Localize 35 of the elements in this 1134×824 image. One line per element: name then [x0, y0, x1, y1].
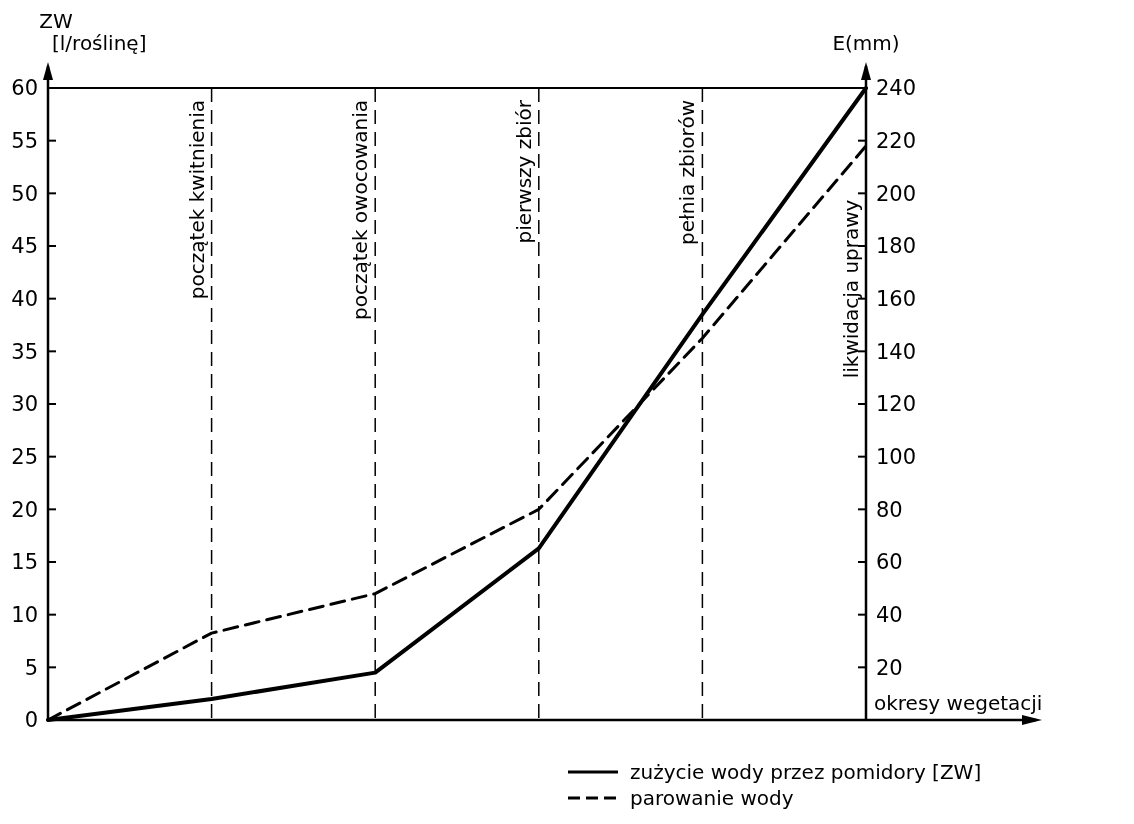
y-tick-label: 0 — [24, 708, 38, 733]
x-tick-label: pierwszy zbiór — [511, 99, 536, 244]
y2-tick-label: 20 — [876, 655, 903, 680]
y-tick-label: 25 — [11, 445, 38, 470]
y2-tick-label: 200 — [876, 181, 917, 206]
y2-tick-label: 60 — [876, 550, 903, 575]
y-tick-label: 45 — [11, 234, 38, 259]
y-tick-label: 35 — [11, 339, 38, 364]
y-tick-label: 55 — [11, 129, 38, 154]
y2-tick-label: 160 — [876, 287, 917, 312]
x-tick-label: początek owocowania — [348, 100, 373, 320]
y-tick-label: 20 — [11, 497, 38, 522]
y-tick-label: 15 — [11, 550, 38, 575]
x-tick-label: pełnia zbiorów — [675, 100, 700, 245]
y2-axis-title: E(mm) — [832, 31, 900, 55]
y2-tick-label: 240 — [876, 76, 917, 101]
y2-tick-label: 80 — [876, 497, 903, 522]
y-tick-label: 60 — [11, 76, 38, 101]
y2-tick-label: 140 — [876, 339, 917, 364]
legend-label: zużycie wody przez pomidory [ZW] — [630, 760, 982, 784]
y2-tick-label: 100 — [876, 445, 917, 470]
x-tick-label: likwidacja uprawy — [839, 199, 863, 379]
y-tick-label: 5 — [24, 655, 38, 680]
y2-tick-label: 40 — [876, 603, 903, 628]
x-tick-label: początek kwitnienia — [184, 100, 209, 300]
y2-tick-label: 220 — [876, 129, 917, 154]
y-tick-label: 40 — [11, 287, 38, 312]
y-axis-title: ZW [l/roślinę] — [39, 9, 147, 55]
legend-label: parowanie wody — [630, 786, 794, 810]
y-tick-label: 50 — [11, 181, 38, 206]
y2-tick-label: 180 — [876, 234, 917, 259]
y-tick-label: 30 — [11, 392, 38, 417]
y2-tick-label: 120 — [876, 392, 917, 417]
x-axis-title: okresy wegetacji — [874, 691, 1043, 715]
y-tick-label: 10 — [11, 603, 38, 628]
